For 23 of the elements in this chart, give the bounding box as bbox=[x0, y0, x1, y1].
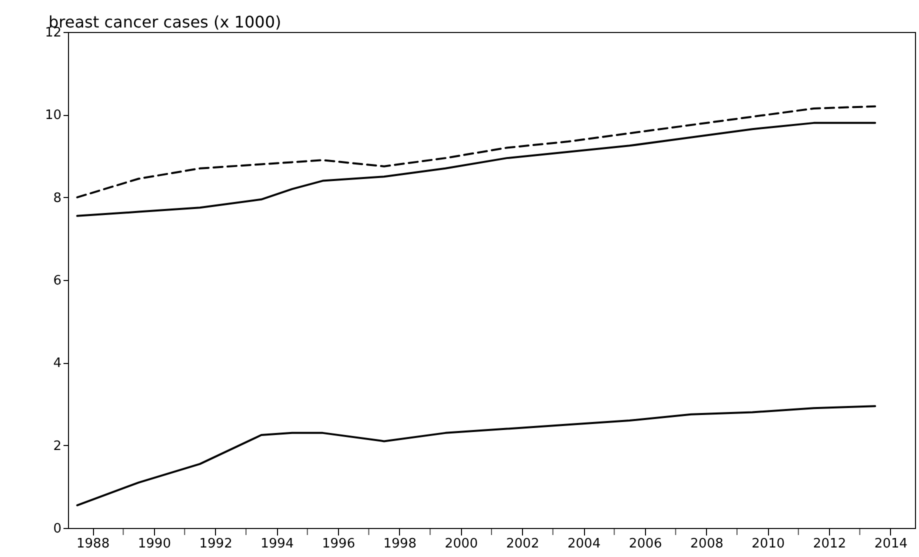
x-tick-label: 2000 bbox=[444, 536, 478, 552]
line-series bbox=[76, 122, 876, 217]
x-tick-label: 2006 bbox=[628, 536, 662, 552]
x-tick-label: 1988 bbox=[76, 536, 110, 552]
x-tick-label: 1996 bbox=[322, 536, 356, 552]
x-tick-label: 1992 bbox=[199, 536, 232, 552]
x-tick-label: 2012 bbox=[813, 536, 846, 552]
y-tick-label: 0 bbox=[53, 522, 62, 536]
y-tick-label: 2 bbox=[53, 438, 62, 454]
y-tick-label: 6 bbox=[53, 274, 62, 288]
x-tick-label: 2004 bbox=[568, 536, 601, 552]
x-tick-label: 1998 bbox=[383, 536, 416, 552]
y-tick-label: 8 bbox=[53, 190, 62, 206]
x-tick-label: 2002 bbox=[506, 536, 540, 552]
x-tick-label: 2014 bbox=[874, 536, 908, 552]
line-series bbox=[76, 405, 876, 506]
y-tick-label: 4 bbox=[53, 356, 62, 372]
x-tick-label: 2008 bbox=[690, 536, 724, 552]
x-tick-label: 1990 bbox=[138, 536, 171, 552]
line-series bbox=[76, 105, 876, 198]
x-tick-label: 1994 bbox=[260, 536, 294, 552]
x-tick-label: 2010 bbox=[752, 536, 785, 552]
y-tick-label: 10 bbox=[44, 108, 62, 124]
